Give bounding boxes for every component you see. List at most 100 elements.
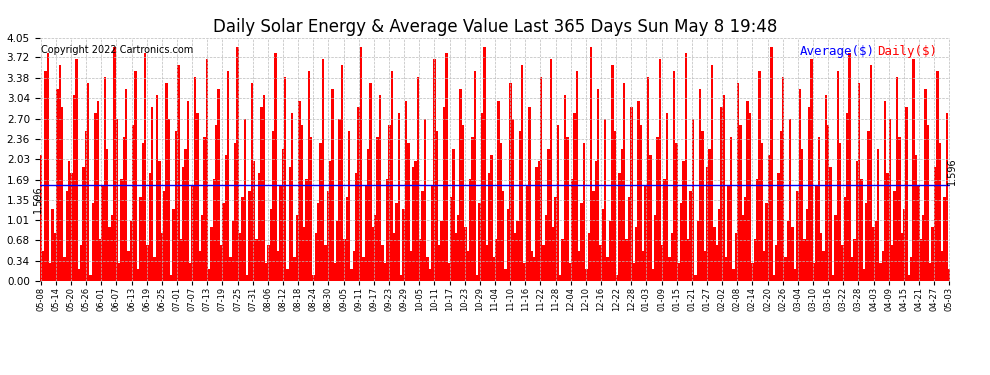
Bar — [643, 251, 644, 281]
Bar — [740, 125, 742, 281]
Bar — [559, 275, 561, 281]
Bar — [820, 233, 823, 281]
Bar — [232, 221, 234, 281]
Bar — [92, 203, 94, 281]
Bar — [607, 257, 609, 281]
Bar — [628, 197, 631, 281]
Bar — [367, 149, 369, 281]
Bar — [742, 215, 744, 281]
Bar — [82, 167, 85, 281]
Bar — [327, 191, 329, 281]
Bar — [293, 257, 296, 281]
Bar — [244, 119, 246, 281]
Bar — [910, 257, 913, 281]
Text: Copyright 2022 Cartronics.com: Copyright 2022 Cartronics.com — [41, 45, 193, 55]
Bar — [765, 203, 768, 281]
Bar — [737, 82, 740, 281]
Bar — [753, 239, 756, 281]
Bar — [441, 221, 443, 281]
Bar — [867, 131, 870, 281]
Bar — [434, 58, 436, 281]
Bar — [536, 167, 538, 281]
Bar — [744, 197, 746, 281]
Bar — [234, 143, 237, 281]
Bar — [784, 257, 787, 281]
Bar — [889, 119, 891, 281]
Bar — [213, 179, 215, 281]
Bar — [469, 179, 471, 281]
Bar — [427, 257, 429, 281]
Bar — [730, 137, 733, 281]
Bar — [405, 101, 407, 281]
Text: 1.596: 1.596 — [33, 185, 43, 213]
Bar — [940, 251, 943, 281]
Bar — [99, 239, 101, 281]
Bar — [646, 76, 649, 281]
Bar — [578, 251, 580, 281]
Bar — [913, 58, 915, 281]
Bar — [544, 215, 547, 281]
Bar — [407, 143, 410, 281]
Bar — [58, 64, 61, 281]
Bar — [860, 179, 862, 281]
Bar — [89, 275, 92, 281]
Bar — [493, 257, 495, 281]
Bar — [685, 53, 687, 281]
Bar — [347, 131, 350, 281]
Bar — [723, 94, 725, 281]
Bar — [196, 113, 199, 281]
Bar — [457, 215, 459, 281]
Bar — [651, 269, 654, 281]
Bar — [879, 263, 882, 281]
Bar — [768, 155, 770, 281]
Bar — [543, 245, 545, 281]
Bar — [713, 227, 716, 281]
Bar — [239, 233, 242, 281]
Bar — [623, 82, 626, 281]
Bar — [541, 76, 543, 281]
Bar — [379, 94, 381, 281]
Bar — [638, 101, 640, 281]
Bar — [943, 197, 945, 281]
Bar — [344, 239, 346, 281]
Bar — [721, 107, 723, 281]
Bar — [509, 82, 512, 281]
Bar — [813, 263, 815, 281]
Bar — [799, 88, 801, 281]
Bar — [128, 251, 130, 281]
Bar — [701, 131, 704, 281]
Bar — [770, 46, 772, 281]
Bar — [877, 149, 879, 281]
Bar — [614, 131, 616, 281]
Bar — [85, 131, 87, 281]
Bar — [339, 119, 341, 281]
Bar — [140, 197, 142, 281]
Bar — [170, 275, 172, 281]
Bar — [661, 245, 663, 281]
Bar — [507, 209, 509, 281]
Bar — [215, 125, 218, 281]
Bar — [884, 101, 886, 281]
Bar — [374, 215, 376, 281]
Bar — [324, 245, 327, 281]
Bar — [903, 209, 905, 281]
Bar — [123, 137, 125, 281]
Bar — [317, 203, 320, 281]
Bar — [780, 131, 782, 281]
Bar — [142, 143, 144, 281]
Bar — [225, 155, 227, 281]
Bar — [446, 53, 447, 281]
Bar — [341, 64, 344, 281]
Bar — [843, 197, 846, 281]
Bar — [436, 131, 438, 281]
Bar — [431, 185, 434, 281]
Bar — [663, 179, 665, 281]
Bar — [56, 88, 58, 281]
Bar — [298, 101, 301, 281]
Bar — [604, 119, 607, 281]
Bar — [132, 125, 135, 281]
Bar — [898, 137, 901, 281]
Bar — [850, 257, 853, 281]
Bar — [47, 53, 50, 281]
Bar — [466, 251, 469, 281]
